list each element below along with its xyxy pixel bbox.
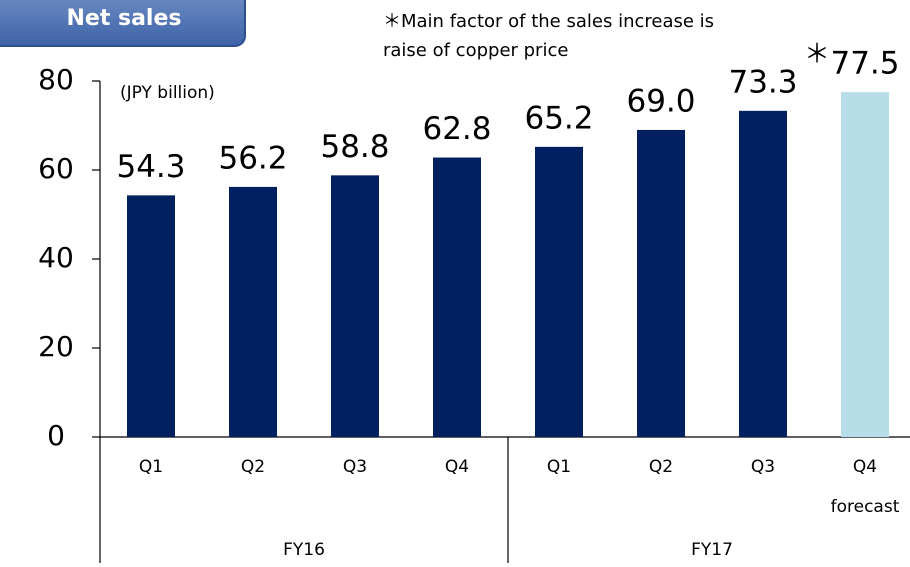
value-label: 65.2 xyxy=(524,100,593,136)
title-box xyxy=(0,0,246,47)
value-label: 62.8 xyxy=(422,111,491,147)
bar xyxy=(739,110,787,437)
bar xyxy=(637,129,685,437)
annotation: raise of copper price xyxy=(383,40,568,61)
value-label: 56.2 xyxy=(218,140,287,176)
bar xyxy=(535,146,583,438)
y-tick-label: 0 xyxy=(47,419,65,452)
annotation: ＊Main factor of the sales increase is xyxy=(383,11,714,32)
chart-title: Net sales xyxy=(66,6,181,31)
bar xyxy=(127,195,175,437)
y-tick-label: 80 xyxy=(38,63,74,96)
y-tick-label: 40 xyxy=(38,241,74,274)
x-tick-label: Q2 xyxy=(241,457,265,477)
value-label: 73.3 xyxy=(728,64,797,100)
value-label: 77.5 xyxy=(830,46,899,82)
x-tick-label: Q3 xyxy=(751,457,775,477)
x-tick-label: Q4 xyxy=(853,457,877,477)
x-tick-label: Q3 xyxy=(343,457,367,477)
bar xyxy=(841,92,889,437)
y-tick-label: 20 xyxy=(38,330,74,363)
unit-label: (JPY billion) xyxy=(120,83,215,103)
x-tick-label: Q1 xyxy=(547,457,571,477)
x-sublabel: forecast xyxy=(831,497,900,517)
group-label: FY16 xyxy=(283,540,325,560)
x-tick-label: Q4 xyxy=(445,457,469,477)
note-marker: ＊ xyxy=(906,40,910,70)
group-label: FY17 xyxy=(691,540,733,560)
bar xyxy=(433,157,481,438)
value-label: 58.8 xyxy=(320,129,389,165)
value-label: 54.3 xyxy=(116,149,185,185)
y-tick-label: 60 xyxy=(38,152,74,185)
note-marker: ＊ xyxy=(804,40,830,70)
value-label: 69.0 xyxy=(626,83,695,119)
bar xyxy=(331,175,379,437)
bar xyxy=(229,186,277,437)
x-tick-label: Q1 xyxy=(139,457,163,477)
x-tick-label: Q2 xyxy=(649,457,673,477)
